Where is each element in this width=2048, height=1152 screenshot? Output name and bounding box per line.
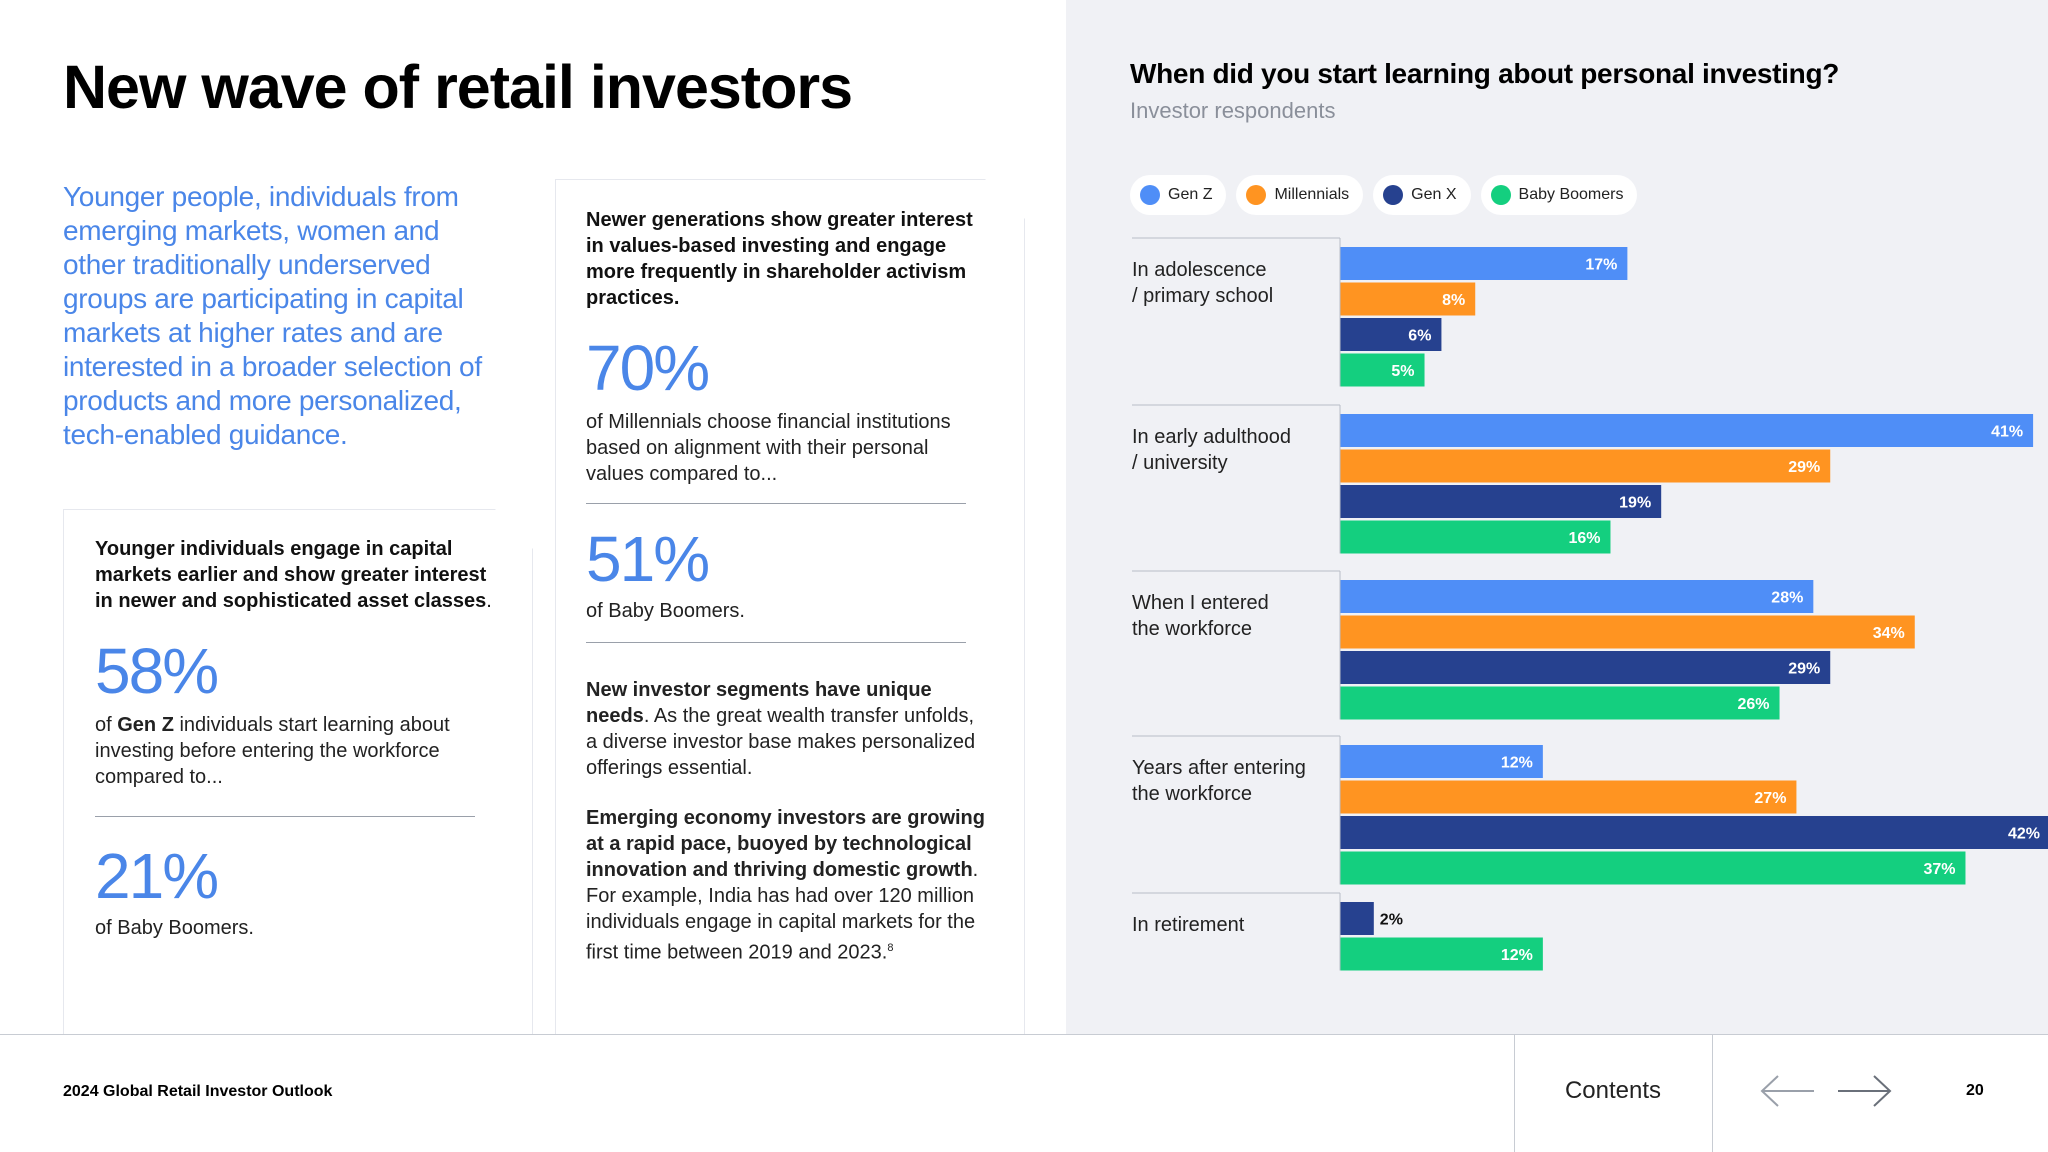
bar-label-baby-boomers-group-3: 26%	[1737, 696, 1769, 713]
bar-millennials-group-1	[1340, 282, 1476, 316]
bar-millennials-group-3	[1340, 615, 1915, 649]
legend-label-baby-boomers: Baby Boomers	[1518, 186, 1624, 203]
bar-gen-z-group-3	[1340, 580, 1814, 613]
stat-card-values	[555, 179, 1025, 1034]
card-a-lead: Younger individuals engage in capital ma…	[95, 538, 492, 612]
chart-title: When did you start learning about person…	[1130, 58, 1840, 89]
card-a-stat1-value: 58%	[95, 635, 219, 707]
card-a-stat2-value: 21%	[95, 840, 219, 912]
legend-label-gen-z: Gen Z	[1168, 186, 1213, 203]
card-b-stat1-value: 70%	[586, 332, 710, 404]
card-a-stat1-text: of Gen Z individuals start learning abou…	[95, 714, 450, 788]
card-b-divider-2	[586, 642, 966, 643]
legend-item-gen-z: Gen Z	[1130, 175, 1227, 215]
group-2-label-line-1: In early adulthood	[1132, 426, 1291, 448]
bar-label-millennials-group-4: 27%	[1754, 790, 1786, 807]
card-a-stat2-text: of Baby Boomers.	[95, 917, 254, 939]
chart-subtitle: Investor respondents	[1130, 98, 1336, 123]
bar-label-millennials-group-1: 8%	[1442, 292, 1465, 309]
footer-separator-2	[1712, 1034, 1713, 1152]
legend-dot-gen-z	[1140, 185, 1160, 205]
footer-divider	[0, 1034, 2048, 1035]
legend-item-gen-x: Gen X	[1373, 175, 1471, 215]
bar-label-baby-boomers-group-1: 5%	[1391, 363, 1414, 380]
group-2-label-line-2: / university	[1132, 452, 1228, 474]
card-a-divider	[95, 816, 475, 817]
legend-label-millennials: Millennials	[1274, 186, 1350, 203]
bar-label-gen-x-group-3: 29%	[1788, 661, 1820, 678]
group-1-label-line-1: In adolescence	[1132, 259, 1267, 281]
bar-gen-x-group-4	[1340, 816, 2048, 849]
stat-card-values-body: Newer generations show greater interest …	[586, 207, 986, 966]
bar-label-gen-z-group-4: 12%	[1501, 755, 1533, 772]
page-title: New wave of retail investors	[63, 53, 853, 121]
bar-gen-x-group-2	[1340, 485, 1662, 518]
bar-gen-z-group-1	[1340, 247, 1628, 280]
group-3-label-line-1: When I entered	[1132, 592, 1269, 614]
group-1-label-line-2: / primary school	[1132, 285, 1273, 307]
contents-link[interactable]: Contents	[1564, 1077, 1662, 1104]
legend-dot-millennials	[1246, 185, 1267, 205]
bar-gen-x-group-1	[1340, 318, 1442, 351]
bar-label-millennials-group-2: 29%	[1788, 459, 1820, 476]
bar-baby-boomers-group-4	[1340, 851, 1966, 885]
bar-baby-boomers-group-5	[1340, 937, 1543, 971]
group-5-label-line-1: In retirement	[1132, 914, 1245, 936]
bar-millennials-group-4	[1340, 780, 1797, 814]
bar-label-gen-z-group-2: 41%	[1991, 424, 2023, 441]
card-b-stat2-text: of Baby Boomers.	[586, 600, 745, 622]
page-navigation	[1758, 1072, 1894, 1110]
bar-baby-boomers-group-2	[1340, 520, 1611, 554]
bar-millennials-group-2	[1340, 449, 1831, 483]
bar-label-baby-boomers-group-4: 37%	[1923, 861, 1955, 878]
legend-dot-baby-boomers	[1490, 185, 1511, 205]
bar-label-gen-x-group-5: 2%	[1380, 912, 1403, 929]
bar-baby-boomers-group-1	[1340, 353, 1425, 387]
bar-label-gen-z-group-3: 28%	[1771, 590, 1803, 607]
chart-legend: Gen Z Millennials Gen X Baby Boomers	[1130, 175, 1638, 215]
bar-gen-z-group-2	[1340, 414, 2034, 447]
card-b-para2: Emerging economy investors are growing a…	[586, 807, 985, 964]
bar-gen-z-group-4	[1340, 745, 1543, 778]
bar-label-gen-z-group-1: 17%	[1585, 257, 1617, 274]
footer-separator-1	[1514, 1034, 1515, 1152]
bar-label-millennials-group-3: 34%	[1873, 625, 1905, 642]
legend-item-millennials: Millennials	[1236, 175, 1364, 215]
bar-label-baby-boomers-group-5: 12%	[1501, 947, 1533, 964]
group-4-label-line-1: Years after entering	[1132, 757, 1306, 779]
card-b-lead: Newer generations show greater interest …	[586, 209, 973, 309]
arrow-right-icon[interactable]	[1836, 1072, 1894, 1110]
footer-report-title: 2024 Global Retail Investor Outlook	[63, 1083, 333, 1100]
group-3-label-line-2: the workforce	[1132, 618, 1252, 640]
bar-label-gen-x-group-4: 42%	[2008, 826, 2040, 843]
bar-label-gen-x-group-1: 6%	[1408, 328, 1431, 345]
legend-item-baby-boomers: Baby Boomers	[1480, 175, 1638, 215]
stat-card-gen-z	[63, 509, 533, 1034]
bar-baby-boomers-group-3	[1340, 686, 1780, 720]
stat-card-gen-z-body: Younger individuals engage in capital ma…	[95, 536, 495, 941]
bar-gen-x-group-5	[1340, 902, 1374, 935]
bar-label-baby-boomers-group-2: 16%	[1568, 530, 1600, 547]
legend-dot-gen-x	[1383, 185, 1404, 205]
card-b-stat2-value: 51%	[586, 523, 710, 595]
card-b-divider-1	[586, 503, 966, 504]
bar-label-gen-x-group-2: 19%	[1619, 495, 1651, 512]
arrow-left-icon[interactable]	[1758, 1072, 1816, 1110]
bar-chart: In adolescence / primary school 17% 8% 6% 5% I…	[1132, 237, 2048, 971]
intro-text: Younger people, individuals from emergin…	[63, 181, 482, 450]
card-b-stat1-text: of Millennials choose financial institut…	[586, 411, 951, 485]
card-b-para1: New investor segments have unique needs.…	[586, 679, 976, 779]
page-number: 20	[1966, 1082, 1984, 1099]
legend-label-gen-x: Gen X	[1411, 186, 1457, 203]
bar-gen-x-group-3	[1340, 651, 1831, 684]
group-4-label-line-2: the workforce	[1132, 783, 1252, 805]
